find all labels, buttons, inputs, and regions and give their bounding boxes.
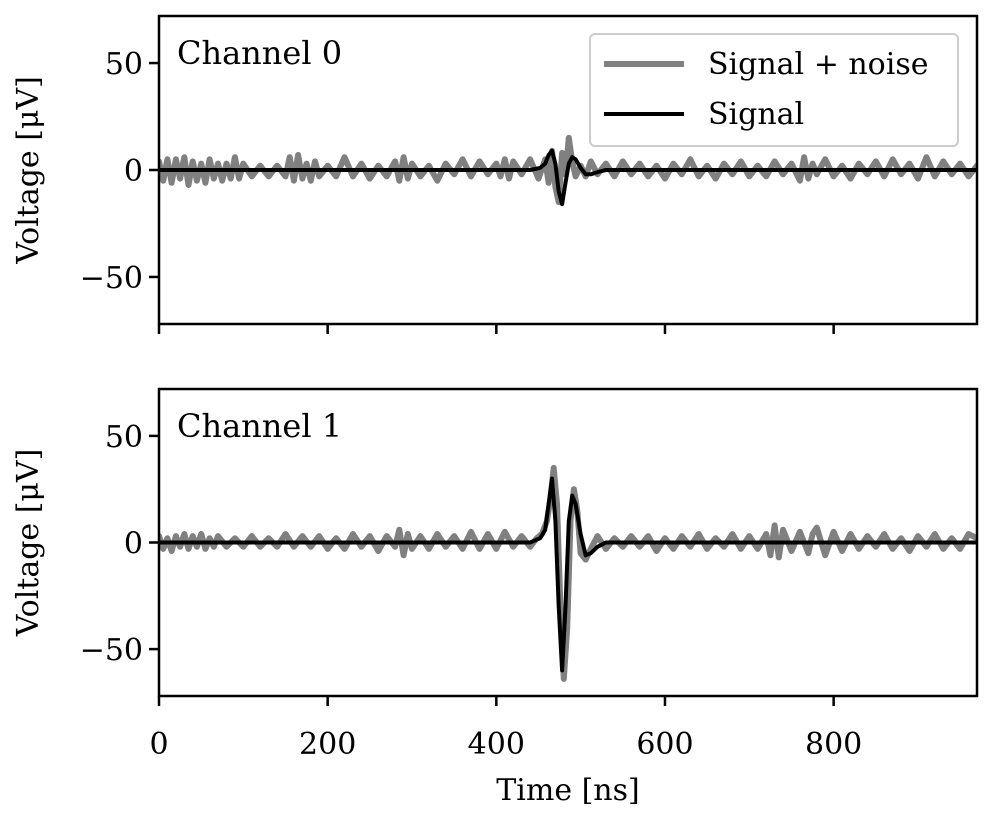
y-tick-label: 50 — [105, 47, 143, 82]
x-tick-label: 600 — [636, 727, 693, 762]
panel-title: Channel 0 — [177, 34, 342, 72]
x-axis-label: Time [ns] — [496, 773, 639, 808]
series-line-signal — [159, 148, 977, 207]
y-tick-label: −50 — [80, 633, 143, 668]
panel-channel-0: −50 0 50 Voltage [μV] Channel 0 Signal + nois… — [11, 14, 979, 334]
series-line-signal — [159, 476, 977, 673]
y-tick-label: 0 — [124, 527, 143, 562]
legend-entry: Signal + noise — [708, 47, 929, 82]
y-axis-label: Voltage [μV] — [11, 449, 46, 638]
panel-channel-1: −50 0 50 0 200 400 600 800 Voltage [μV] Time [ns]… — [11, 387, 979, 808]
y-axis-label: Voltage [μV] — [11, 76, 46, 265]
y-tick-label: 0 — [124, 154, 143, 189]
y-tick-label: 50 — [105, 420, 143, 455]
x-tick-label: 800 — [805, 727, 862, 762]
x-tick-label: 400 — [468, 727, 525, 762]
x-tick-label: 200 — [299, 727, 356, 762]
series-group — [159, 134, 977, 207]
series-group — [159, 464, 977, 682]
y-tick-label: −50 — [80, 261, 143, 296]
legend-entry: Signal — [708, 97, 804, 132]
series-line-signal-plus-noise — [159, 134, 977, 206]
panel-title: Channel 1 — [177, 407, 342, 445]
x-tick-label: 0 — [149, 727, 168, 762]
